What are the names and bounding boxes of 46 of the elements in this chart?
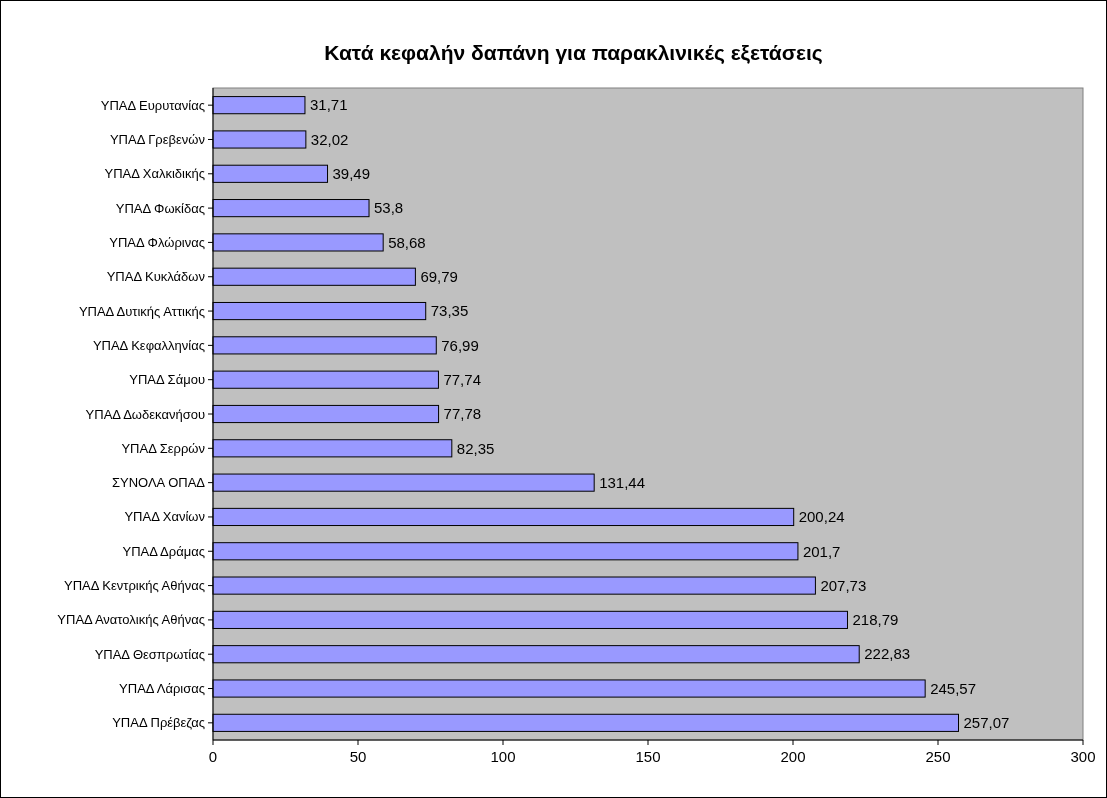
- data-label: 222,83: [864, 645, 911, 663]
- y-tick-label: ΥΠΑΔ Πρέβεζας: [112, 715, 205, 731]
- chart-title: Κατά κεφαλήν δαπάνη για παρακλινικές εξετάσεις: [324, 41, 823, 65]
- x-tick-label: 300: [1070, 748, 1096, 765]
- data-label: 31,71: [309, 96, 348, 114]
- y-tick-label: ΥΠΑΔ Κυκλάδων: [106, 269, 205, 285]
- y-tick-label: ΥΠΑΔ Λάρισας: [119, 681, 205, 697]
- data-label: 257,07: [963, 714, 1010, 732]
- data-label: 39,49: [332, 165, 371, 183]
- data-label: 76,99: [441, 336, 479, 354]
- data-label: 200,24: [798, 508, 845, 526]
- data-label: 73,35: [430, 302, 469, 320]
- data-label: 245,57: [930, 679, 977, 697]
- y-tick-label: ΥΠΑΔ Φλώρινας: [109, 234, 205, 250]
- y-tick-label: ΥΠΑΔ Χανίων: [124, 509, 205, 525]
- y-tick-label: ΥΠΑΔ Γρεβενών: [109, 132, 205, 148]
- y-tick-label: ΥΠΑΔ Δράμας: [122, 543, 205, 559]
- data-label: 82,35: [456, 439, 495, 457]
- y-tick-label: ΥΠΑΔ Δωδεκανήσου: [85, 406, 205, 422]
- y-tick-label: ΥΠΑΔ Φωκίδας: [115, 200, 205, 216]
- y-tick-label: ΥΠΑΔ Κεντρικής Αθήνας: [64, 578, 205, 594]
- y-tick-label: ΥΠΑΔ Σερρών: [121, 440, 205, 456]
- data-label: 58,68: [388, 233, 426, 251]
- x-tick-label: 0: [208, 748, 218, 765]
- data-label: 77,78: [443, 405, 482, 423]
- data-label: 32,02: [310, 130, 349, 148]
- x-tick-label: 200: [780, 748, 806, 765]
- y-tick-label: ΥΠΑΔ Δυτικής Αττικής: [78, 303, 205, 319]
- y-tick-label: ΥΠΑΔ Κεφαλληνίας: [92, 337, 205, 353]
- x-tick-label: 250: [925, 748, 951, 765]
- data-label: 218,79: [852, 611, 899, 629]
- x-tick-label: 50: [349, 748, 367, 765]
- y-tick-label: ΥΠΑΔ Σάμου: [129, 372, 205, 388]
- data-label: 131,44: [599, 473, 646, 491]
- x-tick-label: 150: [635, 748, 661, 765]
- data-label: 53,8: [374, 199, 404, 217]
- data-label: 207,73: [820, 576, 867, 594]
- data-label: 69,79: [420, 267, 458, 285]
- y-tick-label: ΥΠΑΔ Θεσπρωτίας: [94, 646, 205, 662]
- y-tick-label: ΥΠΑΔ Ευρυτανίας: [100, 97, 205, 113]
- y-tick-label: ΥΠΑΔ Ανατολικής Αθήνας: [57, 612, 205, 628]
- data-label: 77,74: [443, 370, 481, 388]
- x-tick-label: 100: [490, 748, 516, 765]
- y-tick-label: ΣΥΝΟΛΑ ΟΠΑΔ: [111, 475, 206, 491]
- y-tick-label: ΥΠΑΔ Χαλκιδικής: [104, 166, 205, 182]
- data-label: 201,7: [802, 542, 841, 560]
